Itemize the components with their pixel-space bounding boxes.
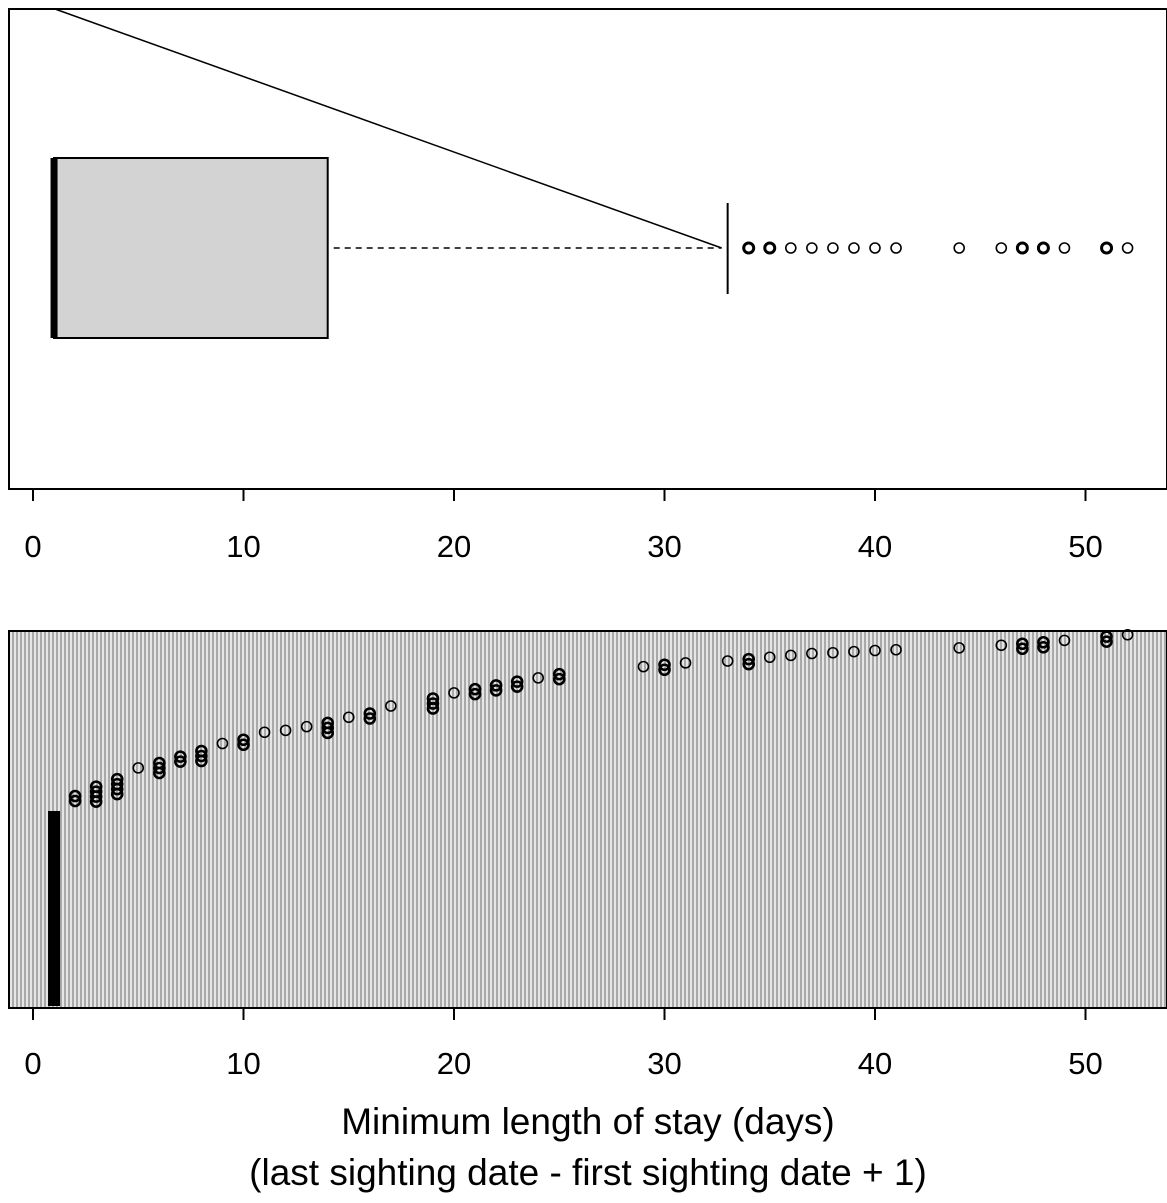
data-point bbox=[552, 667, 566, 681]
data-point bbox=[827, 646, 839, 659]
data-point bbox=[468, 687, 482, 701]
outlier-point bbox=[1100, 241, 1114, 255]
data-point bbox=[132, 762, 145, 774]
outlier-point bbox=[784, 242, 797, 254]
data-point bbox=[489, 684, 503, 697]
boxplot-x-axis: 0 10 20 30 40 50 bbox=[24, 488, 1167, 564]
scatter-tick-label: 0 bbox=[24, 1046, 41, 1081]
data-point bbox=[448, 687, 460, 699]
scatter-x-axis: 0 10 20 30 40 50 bbox=[24, 1007, 1167, 1081]
scatter-background bbox=[9, 631, 1167, 1008]
data-point bbox=[1121, 628, 1134, 641]
data-point bbox=[995, 639, 1008, 652]
data-point bbox=[174, 750, 187, 763]
data-point bbox=[869, 644, 881, 657]
data-point bbox=[658, 658, 671, 672]
data-point bbox=[321, 726, 335, 740]
data-point bbox=[342, 711, 355, 724]
data-point bbox=[363, 707, 377, 720]
data-point bbox=[742, 657, 756, 671]
data-point bbox=[426, 702, 440, 715]
outlier-point bbox=[890, 242, 902, 254]
data-point bbox=[658, 663, 671, 677]
scatter-tick-label: 40 bbox=[858, 1046, 892, 1081]
data-point bbox=[153, 761, 166, 775]
outlier-point bbox=[953, 242, 966, 254]
data-point bbox=[195, 754, 208, 768]
data-point bbox=[1016, 637, 1029, 651]
data-point bbox=[679, 657, 692, 669]
boxplot-panel: 0 10 20 30 40 50 bbox=[8, 8, 1167, 564]
outlier-point bbox=[827, 242, 839, 254]
boxplot-tick-label: 50 bbox=[1068, 529, 1102, 564]
data-point bbox=[532, 672, 545, 684]
data-point bbox=[742, 652, 756, 666]
data-point bbox=[468, 682, 482, 696]
scatter-tick-label: 10 bbox=[226, 1046, 260, 1081]
boxplot-tick-label: 20 bbox=[437, 529, 471, 564]
data-point bbox=[321, 721, 335, 735]
data-point bbox=[385, 700, 397, 712]
x-axis-subtitle: (last sighting date - first sighting dat… bbox=[249, 1152, 927, 1193]
scatter-panel: 0 10 20 30 40 50 Minimum length of stay (days… bbox=[8, 628, 1167, 1193]
data-point bbox=[763, 651, 776, 664]
data-point bbox=[848, 645, 860, 658]
data-point bbox=[721, 655, 734, 667]
outlier-point bbox=[806, 242, 818, 254]
outlier-point bbox=[1015, 241, 1029, 255]
data-point bbox=[110, 782, 124, 796]
data-point bbox=[637, 660, 650, 673]
data-point bbox=[1058, 634, 1071, 647]
data-point bbox=[953, 642, 966, 654]
outlier-point bbox=[742, 241, 756, 255]
outlier-point bbox=[1121, 242, 1134, 254]
data-point bbox=[1016, 642, 1029, 656]
data-point bbox=[153, 766, 166, 780]
scatter-tick-label: 30 bbox=[647, 1046, 681, 1081]
data-point bbox=[890, 643, 902, 656]
boxplot-tick-label: 10 bbox=[226, 529, 260, 564]
data-point bbox=[110, 787, 124, 801]
data-point bbox=[1100, 630, 1113, 643]
outlier-point bbox=[869, 242, 881, 254]
data-point bbox=[68, 794, 82, 808]
data-point bbox=[89, 790, 103, 803]
data-point bbox=[552, 672, 566, 686]
data-point bbox=[363, 712, 377, 725]
data-point bbox=[195, 749, 208, 763]
outlier-point bbox=[1058, 242, 1071, 254]
outlier-point bbox=[763, 241, 777, 255]
data-point bbox=[806, 647, 818, 660]
boxplot-tick-label: 30 bbox=[647, 529, 681, 564]
data-point bbox=[216, 737, 229, 750]
box bbox=[53, 157, 329, 339]
data-point bbox=[1100, 635, 1113, 648]
scatter-tick-label: 20 bbox=[437, 1046, 471, 1081]
outlier-point bbox=[1036, 241, 1050, 255]
data-point bbox=[279, 724, 292, 737]
connector-line bbox=[54, 8, 722, 249]
data-point bbox=[784, 649, 797, 662]
data-point bbox=[510, 680, 524, 693]
data-point bbox=[258, 726, 271, 739]
data-point bbox=[1037, 640, 1050, 654]
x-axis-title: Minimum length of stay (days) bbox=[341, 1101, 835, 1142]
data-point bbox=[89, 795, 103, 808]
data-point bbox=[300, 720, 313, 733]
outlier-point bbox=[848, 242, 860, 254]
data-point bbox=[426, 697, 440, 710]
data-point bbox=[489, 679, 503, 692]
data-point bbox=[1037, 635, 1050, 649]
data-point bbox=[237, 733, 250, 747]
data-point bbox=[237, 738, 250, 752]
boxplot-tick-label: 0 bbox=[24, 529, 41, 564]
data-point bbox=[510, 675, 524, 688]
dense-point-column bbox=[48, 811, 61, 1006]
data-point bbox=[174, 755, 187, 768]
boxplot-tick-label: 40 bbox=[858, 529, 892, 564]
outlier-point bbox=[995, 242, 1008, 254]
scatter-tick-label: 50 bbox=[1068, 1046, 1102, 1081]
data-point bbox=[68, 789, 82, 803]
